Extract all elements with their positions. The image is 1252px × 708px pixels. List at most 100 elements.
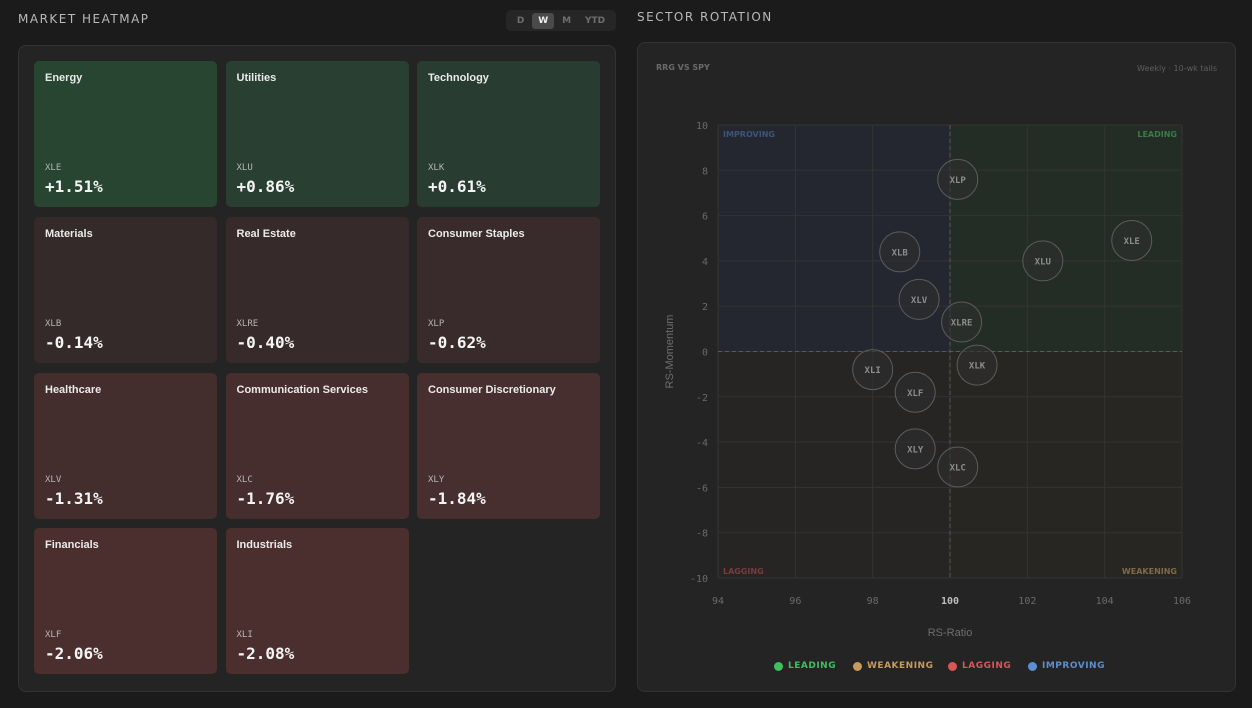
- period-d-button[interactable]: D: [516, 15, 525, 26]
- sector-tile-xly[interactable]: Consumer Discretionary XLY -1.84%: [417, 372, 600, 519]
- legend-dot-icon: [853, 661, 862, 671]
- sector-name: Technology: [428, 72, 489, 84]
- x-tick-label: 106: [1173, 596, 1191, 607]
- x-tick-label: 96: [789, 596, 801, 607]
- y-tick-label: 4: [702, 257, 708, 268]
- sector-change: +0.86%: [236, 177, 295, 196]
- chart-subtitle: RRG VS SPY: [656, 63, 710, 72]
- sector-change: -2.08%: [236, 644, 295, 664]
- legend-weakening[interactable]: WEAKENING: [853, 661, 933, 671]
- x-axis-label: RS-Ratio: [928, 627, 973, 639]
- chart-note: Weekly · 10-wk tails: [1137, 64, 1217, 73]
- y-tick-label: 2: [702, 302, 708, 313]
- y-tick-label: 6: [702, 212, 708, 223]
- sector-ticker: XLF: [45, 630, 62, 641]
- sector-tile-xli[interactable]: Industrials XLI -2.08%: [225, 528, 409, 675]
- sector-ticker: XLU: [236, 163, 253, 173]
- x-tick-label: 104: [1096, 596, 1114, 607]
- sector-change: +0.61%: [428, 177, 486, 196]
- sector-tile-xlk[interactable]: Technology XLK +0.61%: [417, 61, 600, 207]
- sector-name: Materials: [45, 227, 93, 240]
- rrg-point-label: XLC: [950, 464, 966, 474]
- sector-ticker: XLI: [236, 630, 253, 641]
- rrg-point-label: XLRE: [951, 319, 973, 329]
- legend-label: IMPROVING: [1042, 661, 1105, 671]
- sector-name: Energy: [45, 72, 83, 84]
- period-w-button[interactable]: W: [532, 12, 555, 29]
- sector-ticker: XLP: [428, 318, 445, 329]
- x-tick-label: 100: [941, 596, 959, 607]
- rotation-title: SECTOR ROTATION: [637, 10, 773, 24]
- rrg-point-label: XLV: [911, 296, 928, 306]
- sector-ticker: XLE: [45, 163, 62, 173]
- legend-dot-icon: [1028, 661, 1037, 671]
- sector-name: Financials: [45, 539, 99, 552]
- sector-ticker: XLY: [428, 474, 445, 485]
- legend-label: LEADING: [788, 661, 837, 671]
- period-m-button[interactable]: M: [562, 15, 572, 26]
- x-tick-label: 98: [867, 596, 879, 607]
- rotation-panel: RRG VS SPY Weekly · 10-wk tails 94 96 98 10…: [637, 42, 1236, 692]
- period-toggle: D W M YTD: [506, 10, 616, 31]
- y-tick-label: -4: [696, 438, 708, 449]
- period-ytd-button[interactable]: YTD: [584, 15, 606, 26]
- rrg-point-xlf: [894, 371, 936, 413]
- legend-label: WEAKENING: [867, 661, 934, 671]
- rrg-point-label: XLP: [950, 176, 967, 186]
- rrg-point-xlc: [937, 446, 979, 488]
- rrg-point-xlv: [898, 278, 940, 320]
- sector-tile-xlf[interactable]: Financials XLF -2.06%: [34, 528, 217, 675]
- sector-change: -1.76%: [236, 488, 295, 508]
- rrg-point-label: XLB: [892, 248, 909, 258]
- sector-name: Consumer Staples: [428, 227, 525, 240]
- y-tick-label: 10: [696, 121, 708, 132]
- y-tick-label: 0: [702, 348, 708, 359]
- sector-change: -2.06%: [45, 644, 103, 664]
- sector-change: +1.51%: [45, 177, 103, 196]
- rrg-point-xlu: [1022, 240, 1064, 282]
- rrg-point-xli: [852, 349, 894, 391]
- sector-tile-xlu[interactable]: Utilities XLU +0.86%: [225, 61, 409, 207]
- sector-change: -0.14%: [45, 332, 103, 352]
- rrg-point-xly: [894, 428, 936, 470]
- sector-ticker: XLRE: [236, 318, 259, 329]
- legend-dot-icon: [948, 661, 957, 671]
- legend-dot-icon: [774, 661, 783, 671]
- sector-tile-xle[interactable]: Energy XLE +1.51%: [34, 61, 217, 207]
- sector-tile-xlb[interactable]: Materials XLB -0.14%: [34, 216, 217, 363]
- sector-ticker: XLC: [236, 474, 253, 485]
- rrg-point-label: XLE: [1124, 237, 1140, 247]
- rrg-point-label: XLI: [865, 366, 881, 376]
- sector-tile-xlre[interactable]: Real Estate XLRE -0.40%: [225, 216, 409, 363]
- sector-name: Healthcare: [45, 383, 102, 396]
- sector-change: -1.84%: [428, 488, 486, 508]
- sector-ticker: XLB: [45, 318, 62, 329]
- sector-tile-xlp[interactable]: Consumer Staples XLP -0.62%: [417, 216, 600, 363]
- quadrant-label: IMPROVING: [723, 130, 775, 139]
- sector-name: Consumer Discretionary: [428, 383, 556, 396]
- rrg-point-label: XLY: [907, 445, 924, 455]
- sector-name: Utilities: [236, 72, 277, 84]
- rrg-point-xlre: [941, 301, 983, 343]
- legend-lagging[interactable]: LAGGING: [948, 661, 1011, 671]
- quadrant-label: LEADING: [1137, 130, 1177, 139]
- rrg-point-label: XLF: [907, 389, 923, 399]
- y-tick-label: -2: [696, 393, 708, 404]
- rrg-point-xlp: [937, 158, 979, 200]
- rrg-point-xle: [1111, 220, 1153, 262]
- rrg-point-xlb: [879, 231, 921, 273]
- rrg-chart: 94 96 98 100 102 104 1061086420-2-4-6-8-10IMPR…: [664, 121, 1191, 639]
- legend-leading[interactable]: LEADING: [774, 661, 836, 671]
- y-axis-label: RS-Momentum: [664, 315, 676, 389]
- quadrant-weakening: [950, 351, 1182, 578]
- x-tick-label: 102: [1018, 596, 1036, 607]
- sector-tile-xlc[interactable]: Communication Services XLC -1.76%: [225, 372, 409, 519]
- legend-label: LAGGING: [962, 661, 1012, 671]
- quadrant-label: LAGGING: [723, 567, 764, 576]
- sector-ticker: XLV: [45, 474, 62, 485]
- y-tick-label: -8: [696, 529, 708, 540]
- legend-improving[interactable]: IMPROVING: [1028, 661, 1105, 671]
- heatmap-panel: Energy XLE +1.51% Utilities XLU +0.86% Technol…: [18, 45, 616, 692]
- sector-name: Communication Services: [236, 383, 368, 396]
- sector-tile-xlv[interactable]: Healthcare XLV -1.31%: [34, 372, 217, 519]
